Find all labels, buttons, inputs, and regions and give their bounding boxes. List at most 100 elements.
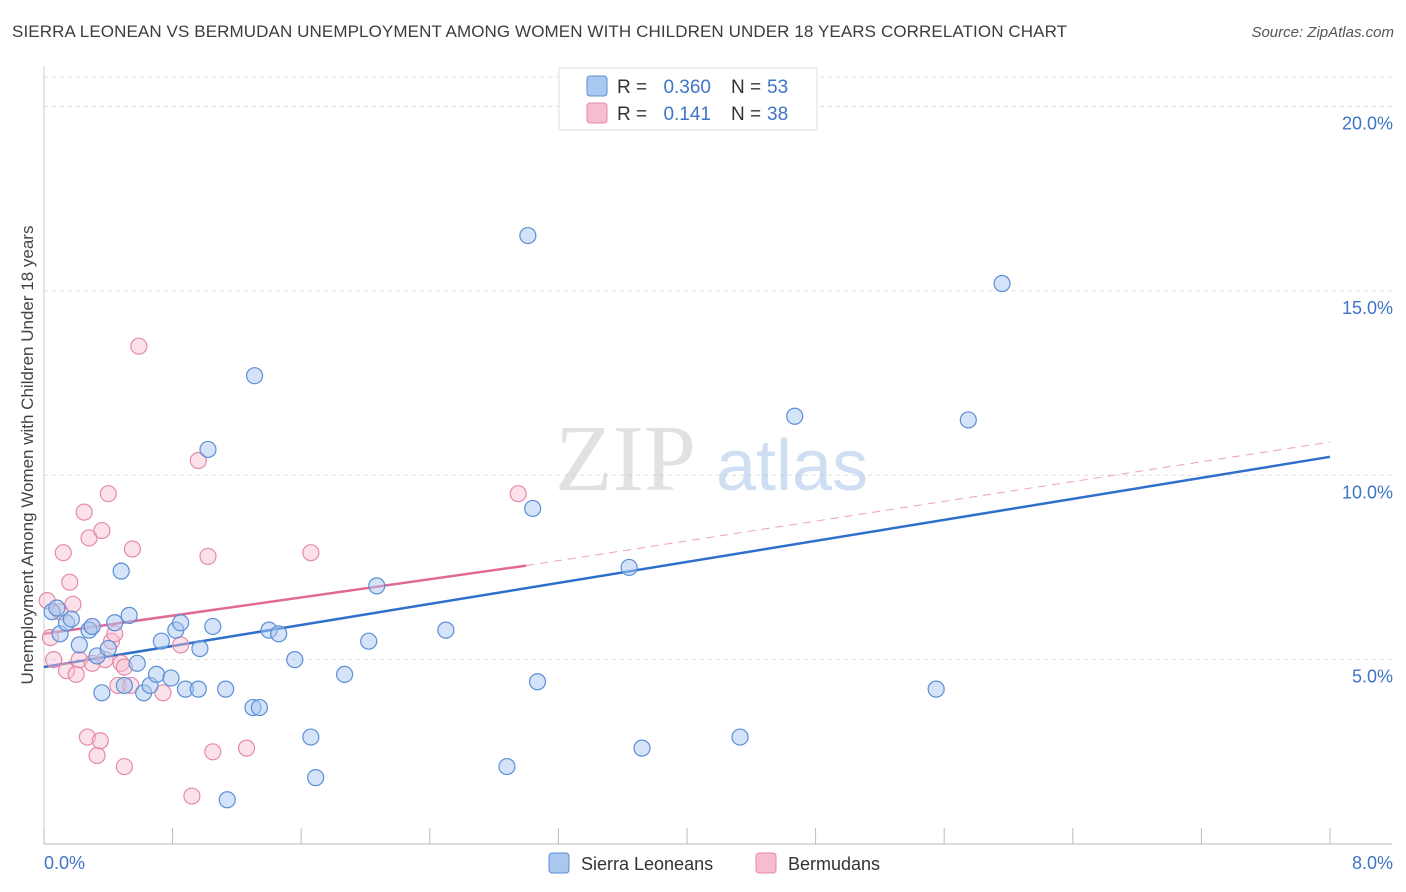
y-tick-label: 5.0% xyxy=(1352,667,1393,687)
bottom-legend-label-sierra-leoneans: Sierra Leoneans xyxy=(581,854,713,874)
data-point-sierra-leoneans xyxy=(99,639,117,658)
data-point-sierra-leoneans xyxy=(524,499,542,518)
y-tick-label: 10.0% xyxy=(1342,482,1393,502)
data-point-sierra-leoneans xyxy=(48,599,66,617)
data-point-bermudans xyxy=(130,337,148,355)
data-point-sierra-leoneans xyxy=(620,558,638,577)
data-point-sierra-leoneans xyxy=(199,440,217,459)
grid-lines xyxy=(44,76,1395,661)
chart-title: SIERRA LEONEAN VS BERMUDAN UNEMPLOYMENT … xyxy=(12,22,1068,41)
data-point-bermudans xyxy=(189,451,207,470)
trend-line-sierra-leoneans xyxy=(43,455,1331,669)
y-tick-label: 15.0% xyxy=(1342,298,1393,318)
data-point-sierra-leoneans xyxy=(245,367,264,385)
legend-swatch-blue xyxy=(586,75,608,97)
watermark: ZIP atlas xyxy=(555,407,868,511)
watermark-zip: ZIP xyxy=(555,407,696,511)
data-point-sierra-leoneans xyxy=(336,665,354,683)
data-point-sierra-leoneans xyxy=(217,680,235,698)
data-point-bermudans xyxy=(115,757,133,776)
data-point-sierra-leoneans xyxy=(152,632,170,650)
data-point-sierra-leoneans xyxy=(731,728,749,746)
data-point-bermudans xyxy=(91,732,109,750)
data-point-sierra-leoneans xyxy=(189,680,207,698)
data-point-bermudans xyxy=(45,651,63,669)
y-axis-label: Unemployment Among Women with Children U… xyxy=(18,226,37,685)
data-point-sierra-leoneans xyxy=(519,226,537,245)
data-point-sierra-leoneans xyxy=(147,665,166,683)
data-point-bermudans xyxy=(61,573,79,591)
bottom-legend-label-bermudans: Bermudans xyxy=(788,854,880,874)
data-point-sierra-leoneans xyxy=(172,614,190,632)
legend-n-value-2: 38 xyxy=(767,104,788,125)
legend-swatch-pink xyxy=(586,102,608,124)
legend-n-label-1: N = xyxy=(731,77,761,98)
data-point-bermudans xyxy=(509,485,527,503)
data-point-bermudans xyxy=(172,636,190,654)
data-point-sierra-leoneans xyxy=(93,684,111,702)
data-point-sierra-leoneans xyxy=(106,614,124,632)
data-point-bermudans xyxy=(154,684,172,702)
data-point-sierra-leoneans xyxy=(993,274,1011,293)
data-point-bermudans xyxy=(75,503,93,521)
data-point-sierra-leoneans xyxy=(83,617,101,636)
legend-r-value-1: 0.360 xyxy=(663,77,711,98)
legend-n-value-1: 53 xyxy=(767,77,788,98)
data-point-bermudans xyxy=(67,665,85,683)
data-point-sierra-leoneans xyxy=(120,606,138,624)
x-tick-label-min: 0.0% xyxy=(44,853,85,873)
data-point-sierra-leoneans xyxy=(218,791,236,809)
legend-n-label-2: N = xyxy=(731,104,761,125)
axes xyxy=(43,66,1392,845)
data-points xyxy=(38,226,1011,809)
data-point-bermudans xyxy=(302,544,320,562)
data-point-bermudans xyxy=(54,544,72,562)
tick-labels: 0.0% 8.0% 5.0% 10.0% 15.0% 20.0% xyxy=(44,114,1393,874)
data-point-sierra-leoneans xyxy=(368,577,386,595)
data-point-sierra-leoneans xyxy=(927,680,945,698)
data-point-bermudans xyxy=(78,728,97,746)
data-point-sierra-leoneans xyxy=(633,739,651,757)
data-point-bermudans xyxy=(88,746,106,765)
data-point-sierra-leoneans xyxy=(204,617,222,636)
data-point-sierra-leoneans xyxy=(286,651,304,669)
trend-line-bermudans-extension xyxy=(526,441,1331,567)
data-point-sierra-leoneans xyxy=(115,676,133,695)
data-point-sierra-leoneans xyxy=(70,636,88,654)
legend-r-value-2: 0.141 xyxy=(663,104,711,125)
data-point-sierra-leoneans xyxy=(437,621,455,639)
data-point-sierra-leoneans xyxy=(62,610,80,628)
data-point-sierra-leoneans xyxy=(250,698,269,717)
data-point-bermudans xyxy=(199,547,217,565)
data-point-sierra-leoneans xyxy=(959,411,977,429)
data-point-sierra-leoneans xyxy=(528,673,547,691)
data-point-bermudans xyxy=(80,529,98,547)
data-point-sierra-leoneans xyxy=(302,728,320,746)
data-point-bermudans xyxy=(93,521,111,540)
data-point-sierra-leoneans xyxy=(128,654,146,672)
data-point-sierra-leoneans xyxy=(786,407,804,425)
data-point-sierra-leoneans xyxy=(360,632,378,650)
source-label: Source: ZipAtlas.com xyxy=(1251,24,1394,41)
data-point-bermudans xyxy=(237,739,256,757)
data-point-bermudans xyxy=(183,787,201,805)
data-point-sierra-leoneans xyxy=(162,669,180,687)
data-point-bermudans xyxy=(123,540,142,558)
legend-r-label-1: R = xyxy=(617,77,647,98)
data-point-bermudans xyxy=(204,743,222,761)
legend-r-label-2: R = xyxy=(617,104,647,125)
data-point-sierra-leoneans xyxy=(112,562,130,580)
bottom-legend-swatch-blue xyxy=(548,852,570,874)
data-point-sierra-leoneans xyxy=(191,639,209,658)
data-point-bermudans xyxy=(64,595,82,613)
x-tick-label-max: 8.0% xyxy=(1352,853,1393,873)
watermark-atlas: atlas xyxy=(716,426,868,506)
series-legend: Sierra Leoneans Bermudans xyxy=(548,852,880,874)
data-point-bermudans xyxy=(99,485,117,503)
correlation-legend: R = 0.360 N = 53 R = 0.141 N = 38 xyxy=(558,67,818,131)
y-tick-label: 20.0% xyxy=(1342,114,1393,134)
data-point-bermudans xyxy=(57,662,76,680)
data-point-sierra-leoneans xyxy=(498,757,516,776)
data-point-sierra-leoneans xyxy=(270,625,288,643)
